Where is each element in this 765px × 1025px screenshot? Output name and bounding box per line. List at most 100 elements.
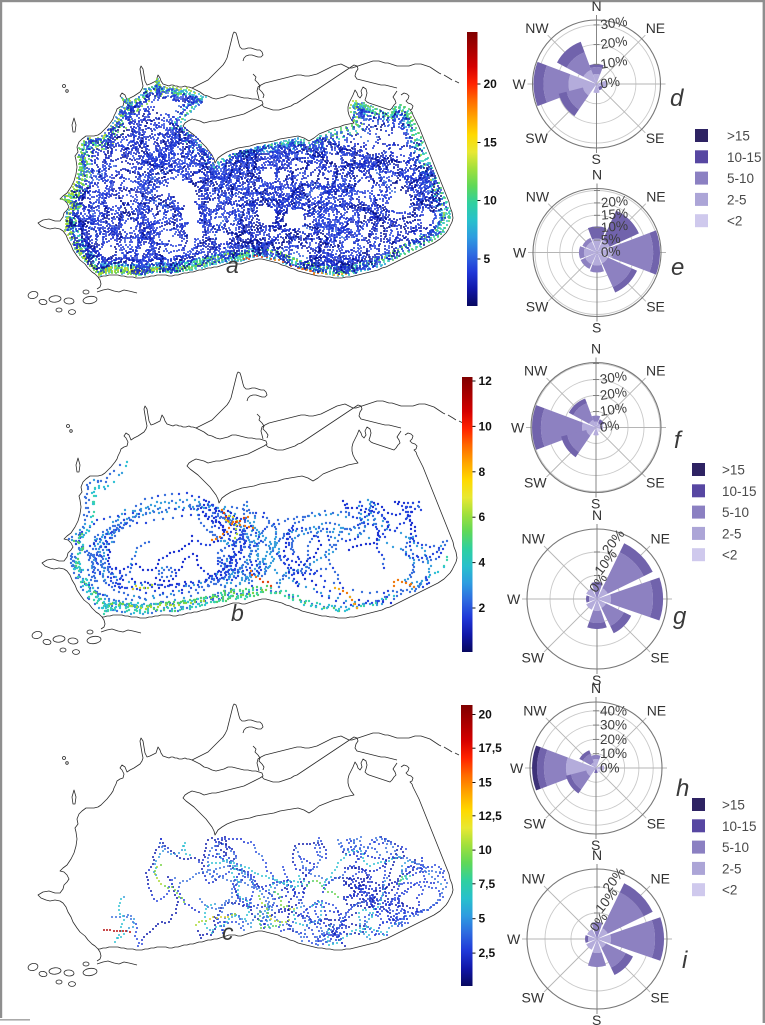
svg-text:0%: 0% <box>599 74 620 92</box>
svg-text:SW: SW <box>526 299 549 315</box>
svg-text:NE: NE <box>647 702 666 718</box>
svg-text:40%: 40% <box>600 703 627 718</box>
svg-text:g: g <box>673 603 687 630</box>
svg-text:2-5: 2-5 <box>722 526 742 541</box>
svg-text:5-10: 5-10 <box>722 840 749 855</box>
svg-text:0%: 0% <box>600 243 621 260</box>
svg-text:NW: NW <box>523 702 547 718</box>
svg-text:10: 10 <box>484 194 498 208</box>
svg-text:W: W <box>513 76 527 92</box>
svg-text:NW: NW <box>525 20 549 36</box>
svg-text:>15: >15 <box>722 463 745 478</box>
svg-text:30%: 30% <box>599 368 628 387</box>
svg-text:W: W <box>513 245 527 261</box>
svg-text:W: W <box>511 420 525 436</box>
svg-text:b: b <box>231 600 244 626</box>
svg-text:7,5: 7,5 <box>479 877 496 891</box>
svg-text:>15: >15 <box>722 798 745 813</box>
svg-text:W: W <box>510 760 524 776</box>
svg-text:15: 15 <box>484 136 498 150</box>
svg-text:10: 10 <box>479 419 493 433</box>
svg-text:2-5: 2-5 <box>722 861 742 876</box>
svg-text:20: 20 <box>479 708 493 722</box>
svg-text:NE: NE <box>651 531 670 547</box>
svg-text:NW: NW <box>522 531 546 547</box>
svg-text:NE: NE <box>646 188 665 204</box>
svg-text:S: S <box>592 151 601 167</box>
svg-text:N: N <box>592 507 602 523</box>
svg-text:NE: NE <box>646 20 665 36</box>
svg-text:SE: SE <box>646 299 665 315</box>
svg-text:20%: 20% <box>600 732 627 747</box>
svg-text:NE: NE <box>646 363 665 379</box>
svg-text:10%: 10% <box>599 400 628 419</box>
svg-text:0%: 0% <box>599 417 620 435</box>
svg-text:SE: SE <box>646 475 665 491</box>
svg-text:2: 2 <box>479 601 486 615</box>
svg-text:W: W <box>507 591 521 607</box>
svg-text:S: S <box>592 672 601 688</box>
svg-text:h: h <box>676 775 689 802</box>
svg-text:0%: 0% <box>600 761 620 776</box>
svg-text:d: d <box>670 85 684 112</box>
svg-text:30%: 30% <box>600 718 627 733</box>
svg-text:2,5: 2,5 <box>479 946 496 960</box>
svg-text:S: S <box>591 496 600 512</box>
svg-text:20%: 20% <box>600 193 628 210</box>
svg-text:12: 12 <box>479 374 493 388</box>
svg-text:2-5: 2-5 <box>727 192 747 207</box>
svg-text:10%: 10% <box>600 218 628 235</box>
svg-text:20: 20 <box>484 77 498 91</box>
svg-text:>15: >15 <box>727 129 750 144</box>
svg-text:S: S <box>592 320 601 336</box>
svg-text:20%: 20% <box>599 384 628 403</box>
svg-text:S: S <box>592 1012 601 1025</box>
svg-text:<2: <2 <box>727 214 742 229</box>
svg-text:N: N <box>591 341 601 357</box>
svg-text:i: i <box>682 947 688 974</box>
svg-text:e: e <box>671 254 684 281</box>
svg-text:5-10: 5-10 <box>722 505 749 520</box>
svg-text:<2: <2 <box>722 548 737 563</box>
svg-text:S: S <box>591 837 600 853</box>
svg-text:SE: SE <box>651 650 670 666</box>
svg-text:10-15: 10-15 <box>727 150 762 165</box>
svg-text:17,5: 17,5 <box>479 741 503 755</box>
svg-text:SW: SW <box>522 650 545 666</box>
svg-text:10: 10 <box>479 843 493 857</box>
svg-text:c: c <box>222 919 234 945</box>
svg-text:f: f <box>674 427 683 454</box>
svg-text:5%: 5% <box>600 231 621 248</box>
svg-text:20%: 20% <box>599 33 628 52</box>
svg-text:4: 4 <box>479 556 486 570</box>
svg-text:5: 5 <box>479 912 486 926</box>
svg-text:SE: SE <box>647 816 666 832</box>
svg-text:10%: 10% <box>600 746 627 761</box>
svg-text:10%: 10% <box>599 53 628 72</box>
svg-text:NE: NE <box>651 871 670 887</box>
svg-text:NW: NW <box>526 188 550 204</box>
svg-text:6: 6 <box>479 510 486 524</box>
svg-text:N: N <box>591 680 601 696</box>
svg-text:NW: NW <box>522 871 546 887</box>
svg-text:10-15: 10-15 <box>722 819 757 834</box>
svg-text:15%: 15% <box>600 205 628 222</box>
svg-text:a: a <box>226 252 239 278</box>
svg-text:10-15: 10-15 <box>722 484 757 499</box>
svg-text:SW: SW <box>522 990 545 1006</box>
svg-text:12,5: 12,5 <box>479 809 503 823</box>
svg-text:SW: SW <box>524 475 547 491</box>
svg-text:5-10: 5-10 <box>727 171 754 186</box>
svg-text:SE: SE <box>651 990 670 1006</box>
svg-text:N: N <box>592 847 602 863</box>
svg-text:30%: 30% <box>599 14 628 33</box>
svg-text:SW: SW <box>523 816 546 832</box>
svg-text:5: 5 <box>484 252 491 266</box>
svg-text:SE: SE <box>646 130 665 146</box>
svg-text:8: 8 <box>479 465 486 479</box>
svg-text:N: N <box>592 0 602 14</box>
svg-text:W: W <box>507 931 521 947</box>
svg-text:<2: <2 <box>722 883 737 898</box>
svg-text:SW: SW <box>525 130 548 146</box>
svg-text:NW: NW <box>524 363 548 379</box>
